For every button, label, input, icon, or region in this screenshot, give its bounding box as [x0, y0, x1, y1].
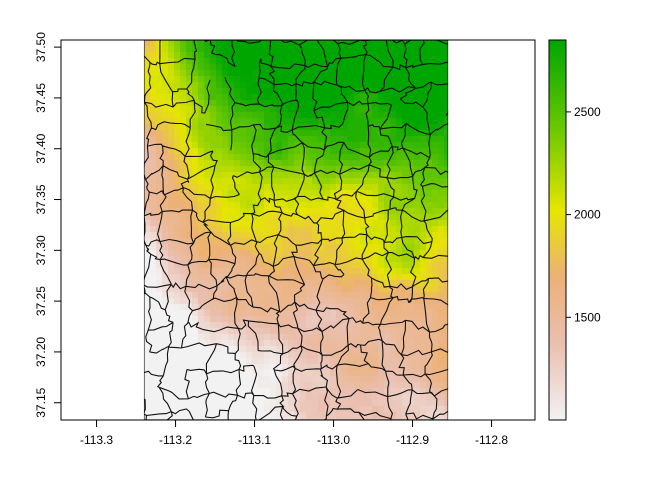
x-tick-label: -113.0: [317, 433, 350, 447]
y-tick-label: 37.15: [34, 387, 48, 417]
color-legend: 1500 2000 2500: [549, 40, 601, 420]
x-axis: -113.3 -113.2 -113.1 -113.0 -112.9 -112.8: [80, 420, 508, 447]
y-tick-label: 37.25: [34, 286, 48, 316]
legend-color-bar: [549, 40, 566, 420]
x-tick-label: -112.9: [396, 433, 429, 447]
legend-ticks: 1500 2000 2500: [566, 105, 601, 324]
y-tick-label: 37.20: [34, 337, 48, 367]
legend-tick-label: 2000: [574, 208, 601, 222]
y-tick-label: 37.35: [34, 184, 48, 214]
y-tick-label: 37.45: [34, 83, 48, 113]
y-axis: 37.15 37.20 37.25 37.30 37.35 37.40 37.45 37.50: [34, 32, 61, 418]
x-tick-label: -113.3: [80, 433, 113, 447]
x-tick-label: -113.1: [238, 433, 271, 447]
x-tick-label: -113.2: [159, 433, 192, 447]
x-tick-label: -112.8: [475, 433, 508, 447]
y-tick-label: 37.50: [34, 32, 48, 62]
elevation-raster: [144, 40, 451, 425]
y-tick-label: 37.30: [34, 235, 48, 265]
legend-tick-label: 2500: [574, 105, 601, 119]
y-tick-label: 37.40: [34, 133, 48, 163]
legend-tick-label: 1500: [574, 310, 601, 324]
